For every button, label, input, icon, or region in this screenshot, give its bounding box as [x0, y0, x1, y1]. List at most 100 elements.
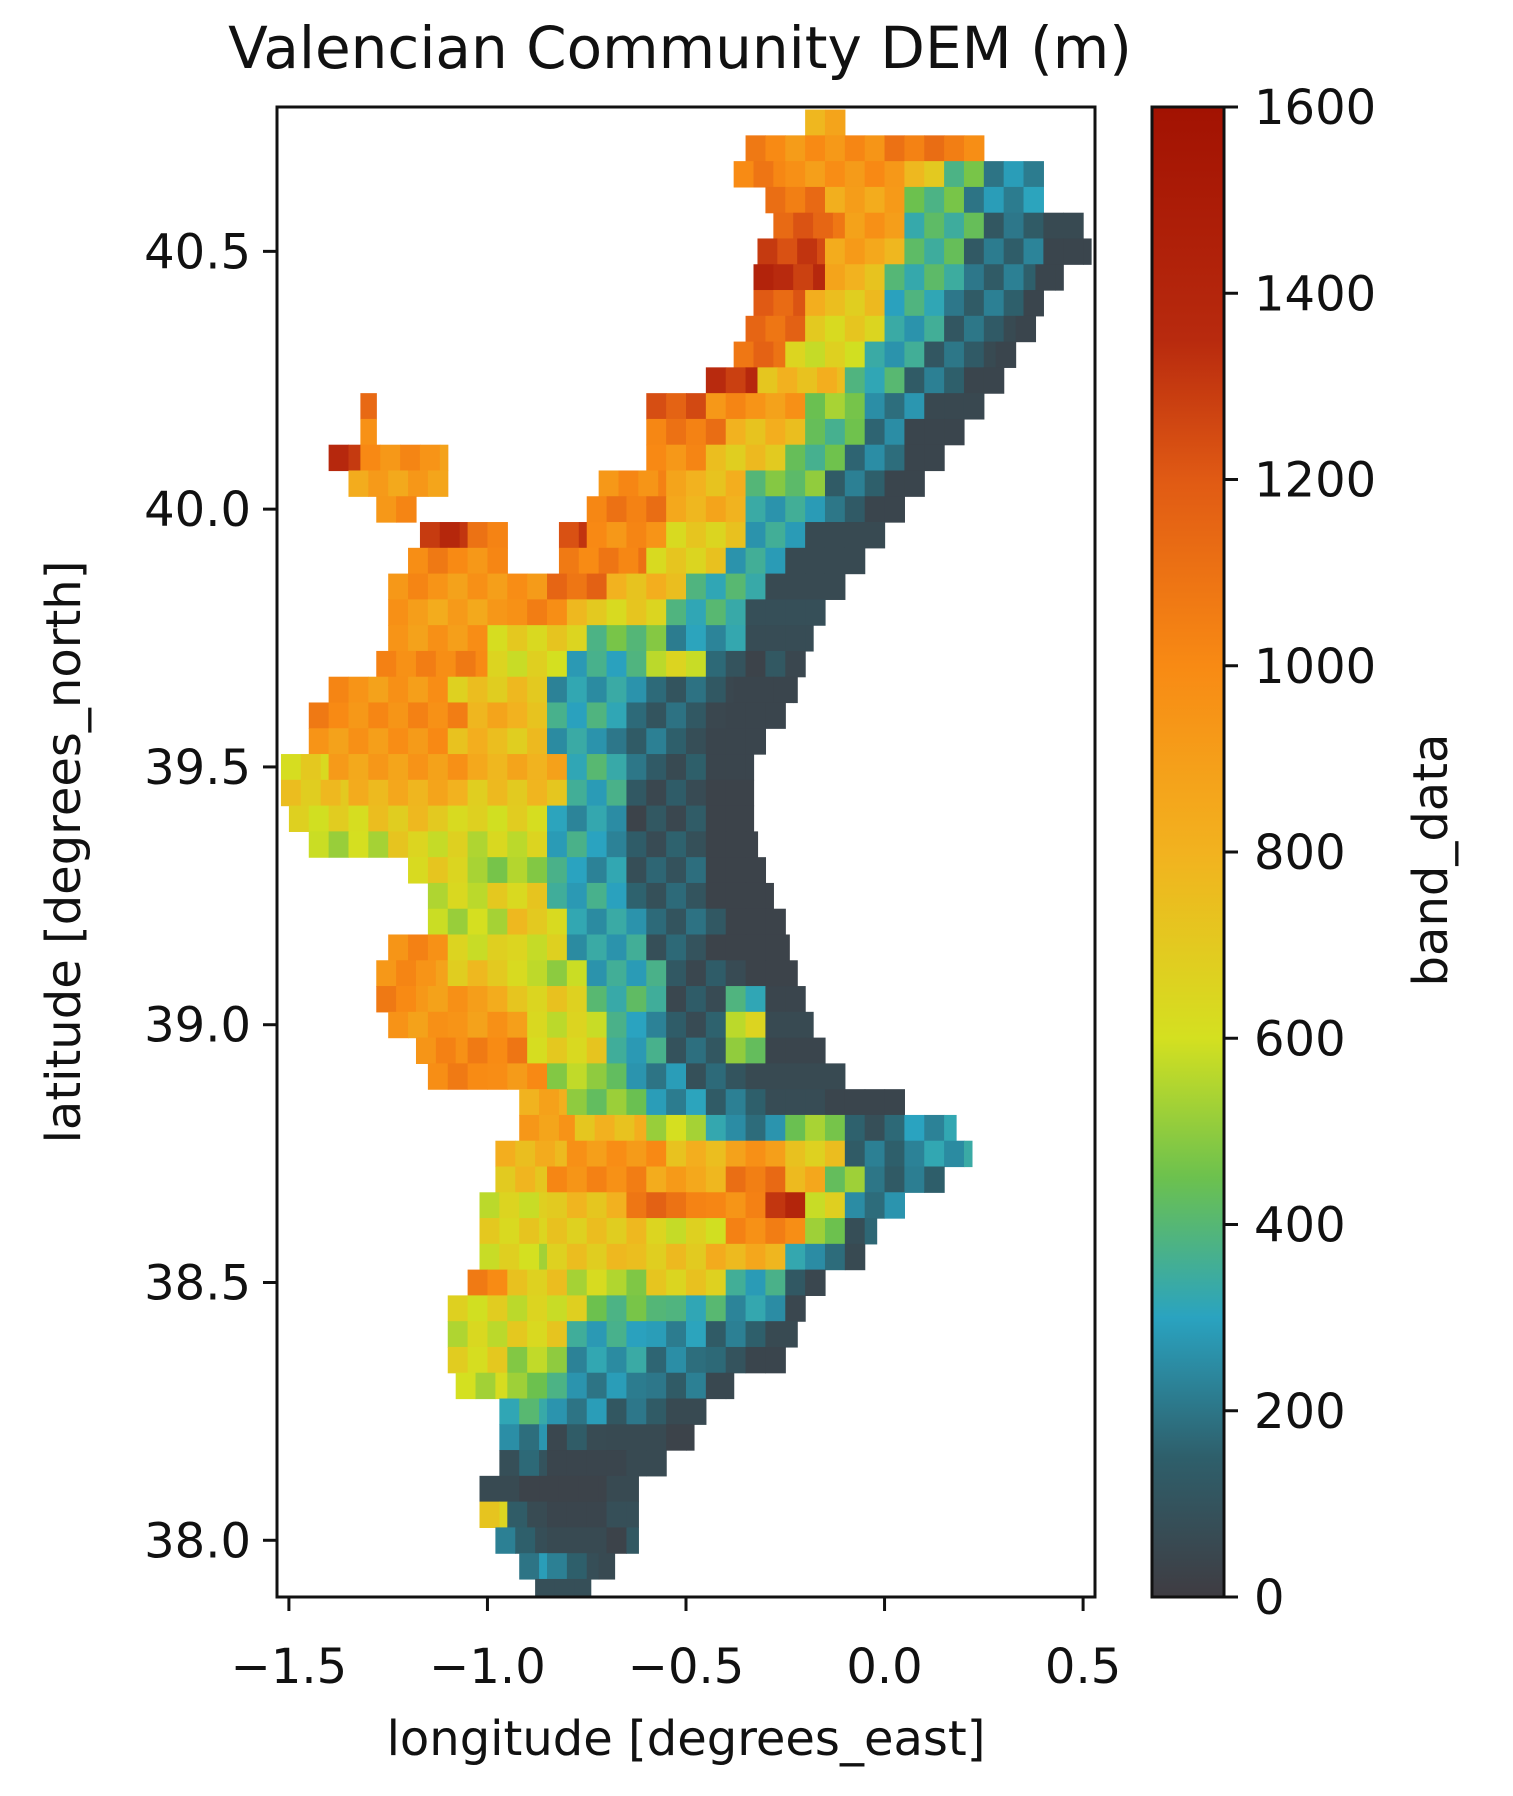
raster-cell: [487, 908, 508, 936]
raster-cell: [487, 882, 508, 910]
raster-cell: [824, 418, 846, 446]
raster-cell: [705, 908, 727, 936]
raster-cell: [686, 960, 707, 987]
raster-cell: [924, 1166, 945, 1193]
raster-cell: [646, 986, 667, 1013]
raster-cell: [884, 264, 905, 291]
raster-cell: [638, 470, 659, 497]
raster-cell: [785, 960, 798, 987]
raster-cell: [547, 1372, 568, 1400]
raster-cell: [884, 1140, 905, 1168]
raster-cell: [427, 702, 449, 729]
raster-cell: [904, 161, 925, 188]
raster-cell: [1043, 238, 1064, 265]
raster-cell: [864, 315, 886, 343]
raster-cell: [646, 1037, 667, 1064]
raster-cell: [606, 908, 628, 936]
raster-cell: [785, 1037, 806, 1064]
raster-cell: [725, 1321, 747, 1348]
raster-cell: [586, 1321, 608, 1348]
raster-cell: [586, 1450, 608, 1477]
raster-cell: [705, 1140, 727, 1168]
raster-cell: [765, 1037, 786, 1064]
raster-cell: [467, 960, 489, 987]
raster-cell: [765, 393, 786, 420]
raster-cell: [805, 1166, 826, 1193]
raster-cell: [686, 1011, 707, 1039]
raster-cell: [765, 702, 786, 729]
raster-cell: [725, 496, 747, 523]
raster-cell: [606, 1295, 628, 1322]
raster-cell: [745, 470, 767, 497]
raster-cell: [598, 470, 620, 497]
raster-cell: [388, 676, 409, 704]
raster-cell: [507, 908, 528, 936]
raster-cell: [705, 470, 727, 497]
raster-cell: [963, 367, 985, 394]
raster-cell: [944, 1140, 965, 1168]
raster-cell: [574, 1114, 596, 1142]
raster-cell: [666, 1192, 687, 1219]
raster-cell: [646, 1063, 667, 1090]
raster-cell: [666, 1321, 687, 1348]
raster-cell: [499, 1243, 520, 1271]
raster-cell: [666, 1269, 687, 1296]
raster-cell: [944, 264, 965, 291]
raster-cell: [785, 1114, 806, 1142]
raster-cell: [983, 212, 1005, 240]
raster-cell: [396, 496, 417, 523]
raster-cell: [558, 522, 580, 549]
raster-cell: [924, 186, 945, 214]
y-tick-label: 39.0: [144, 998, 251, 1054]
raster-cell: [479, 1243, 500, 1271]
raster-cell: [745, 986, 767, 1013]
raster-cell: [705, 1089, 727, 1116]
raster-cell: [753, 676, 774, 704]
raster-cell: [666, 444, 687, 472]
raster-cell: [785, 1269, 806, 1296]
raster-cell: [773, 341, 786, 368]
raster-cell: [586, 702, 608, 729]
raster-cell: [686, 650, 707, 678]
raster-cell: [415, 960, 437, 987]
raster-cell: [725, 908, 747, 936]
raster-cell: [487, 650, 508, 678]
raster-cell: [765, 934, 786, 961]
raster-cell: [725, 1295, 747, 1322]
raster-cell: [408, 573, 429, 600]
raster-cell: [646, 522, 667, 549]
raster-cell: [507, 676, 528, 704]
raster-cell: [586, 599, 608, 626]
raster-cell: [606, 599, 628, 626]
raster-cell: [884, 470, 905, 497]
raster-cell: [439, 522, 461, 549]
raster-cell: [487, 1037, 508, 1064]
raster-cell: [507, 754, 528, 781]
x-tick-label: 0.0: [846, 1639, 922, 1695]
raster-cell: [535, 1140, 556, 1168]
raster-cell: [606, 1140, 628, 1168]
raster-cell: [864, 1089, 886, 1116]
raster-cell: [646, 444, 667, 472]
raster-cell: [427, 470, 449, 497]
raster-cell: [666, 1243, 687, 1271]
raster-cell: [805, 1218, 826, 1245]
raster-cell: [427, 547, 449, 575]
raster-cell: [725, 1346, 747, 1374]
raster-cell: [447, 1011, 469, 1039]
raster-cell: [479, 1192, 500, 1219]
raster-cell: [1055, 264, 1064, 291]
raster-cell: [864, 341, 886, 368]
colorbar-tick-label: 600: [1254, 1011, 1346, 1067]
raster-cell: [507, 986, 528, 1013]
raster-cell: [527, 1295, 548, 1322]
raster-cell: [408, 754, 429, 781]
raster-cell: [904, 418, 925, 446]
raster-cell: [646, 934, 667, 961]
raster-cell: [725, 676, 735, 704]
raster-cell: [368, 728, 389, 755]
raster-cell: [547, 882, 568, 910]
raster-cell: [884, 393, 905, 420]
raster-cell: [479, 1218, 500, 1245]
raster-cell: [686, 522, 707, 549]
